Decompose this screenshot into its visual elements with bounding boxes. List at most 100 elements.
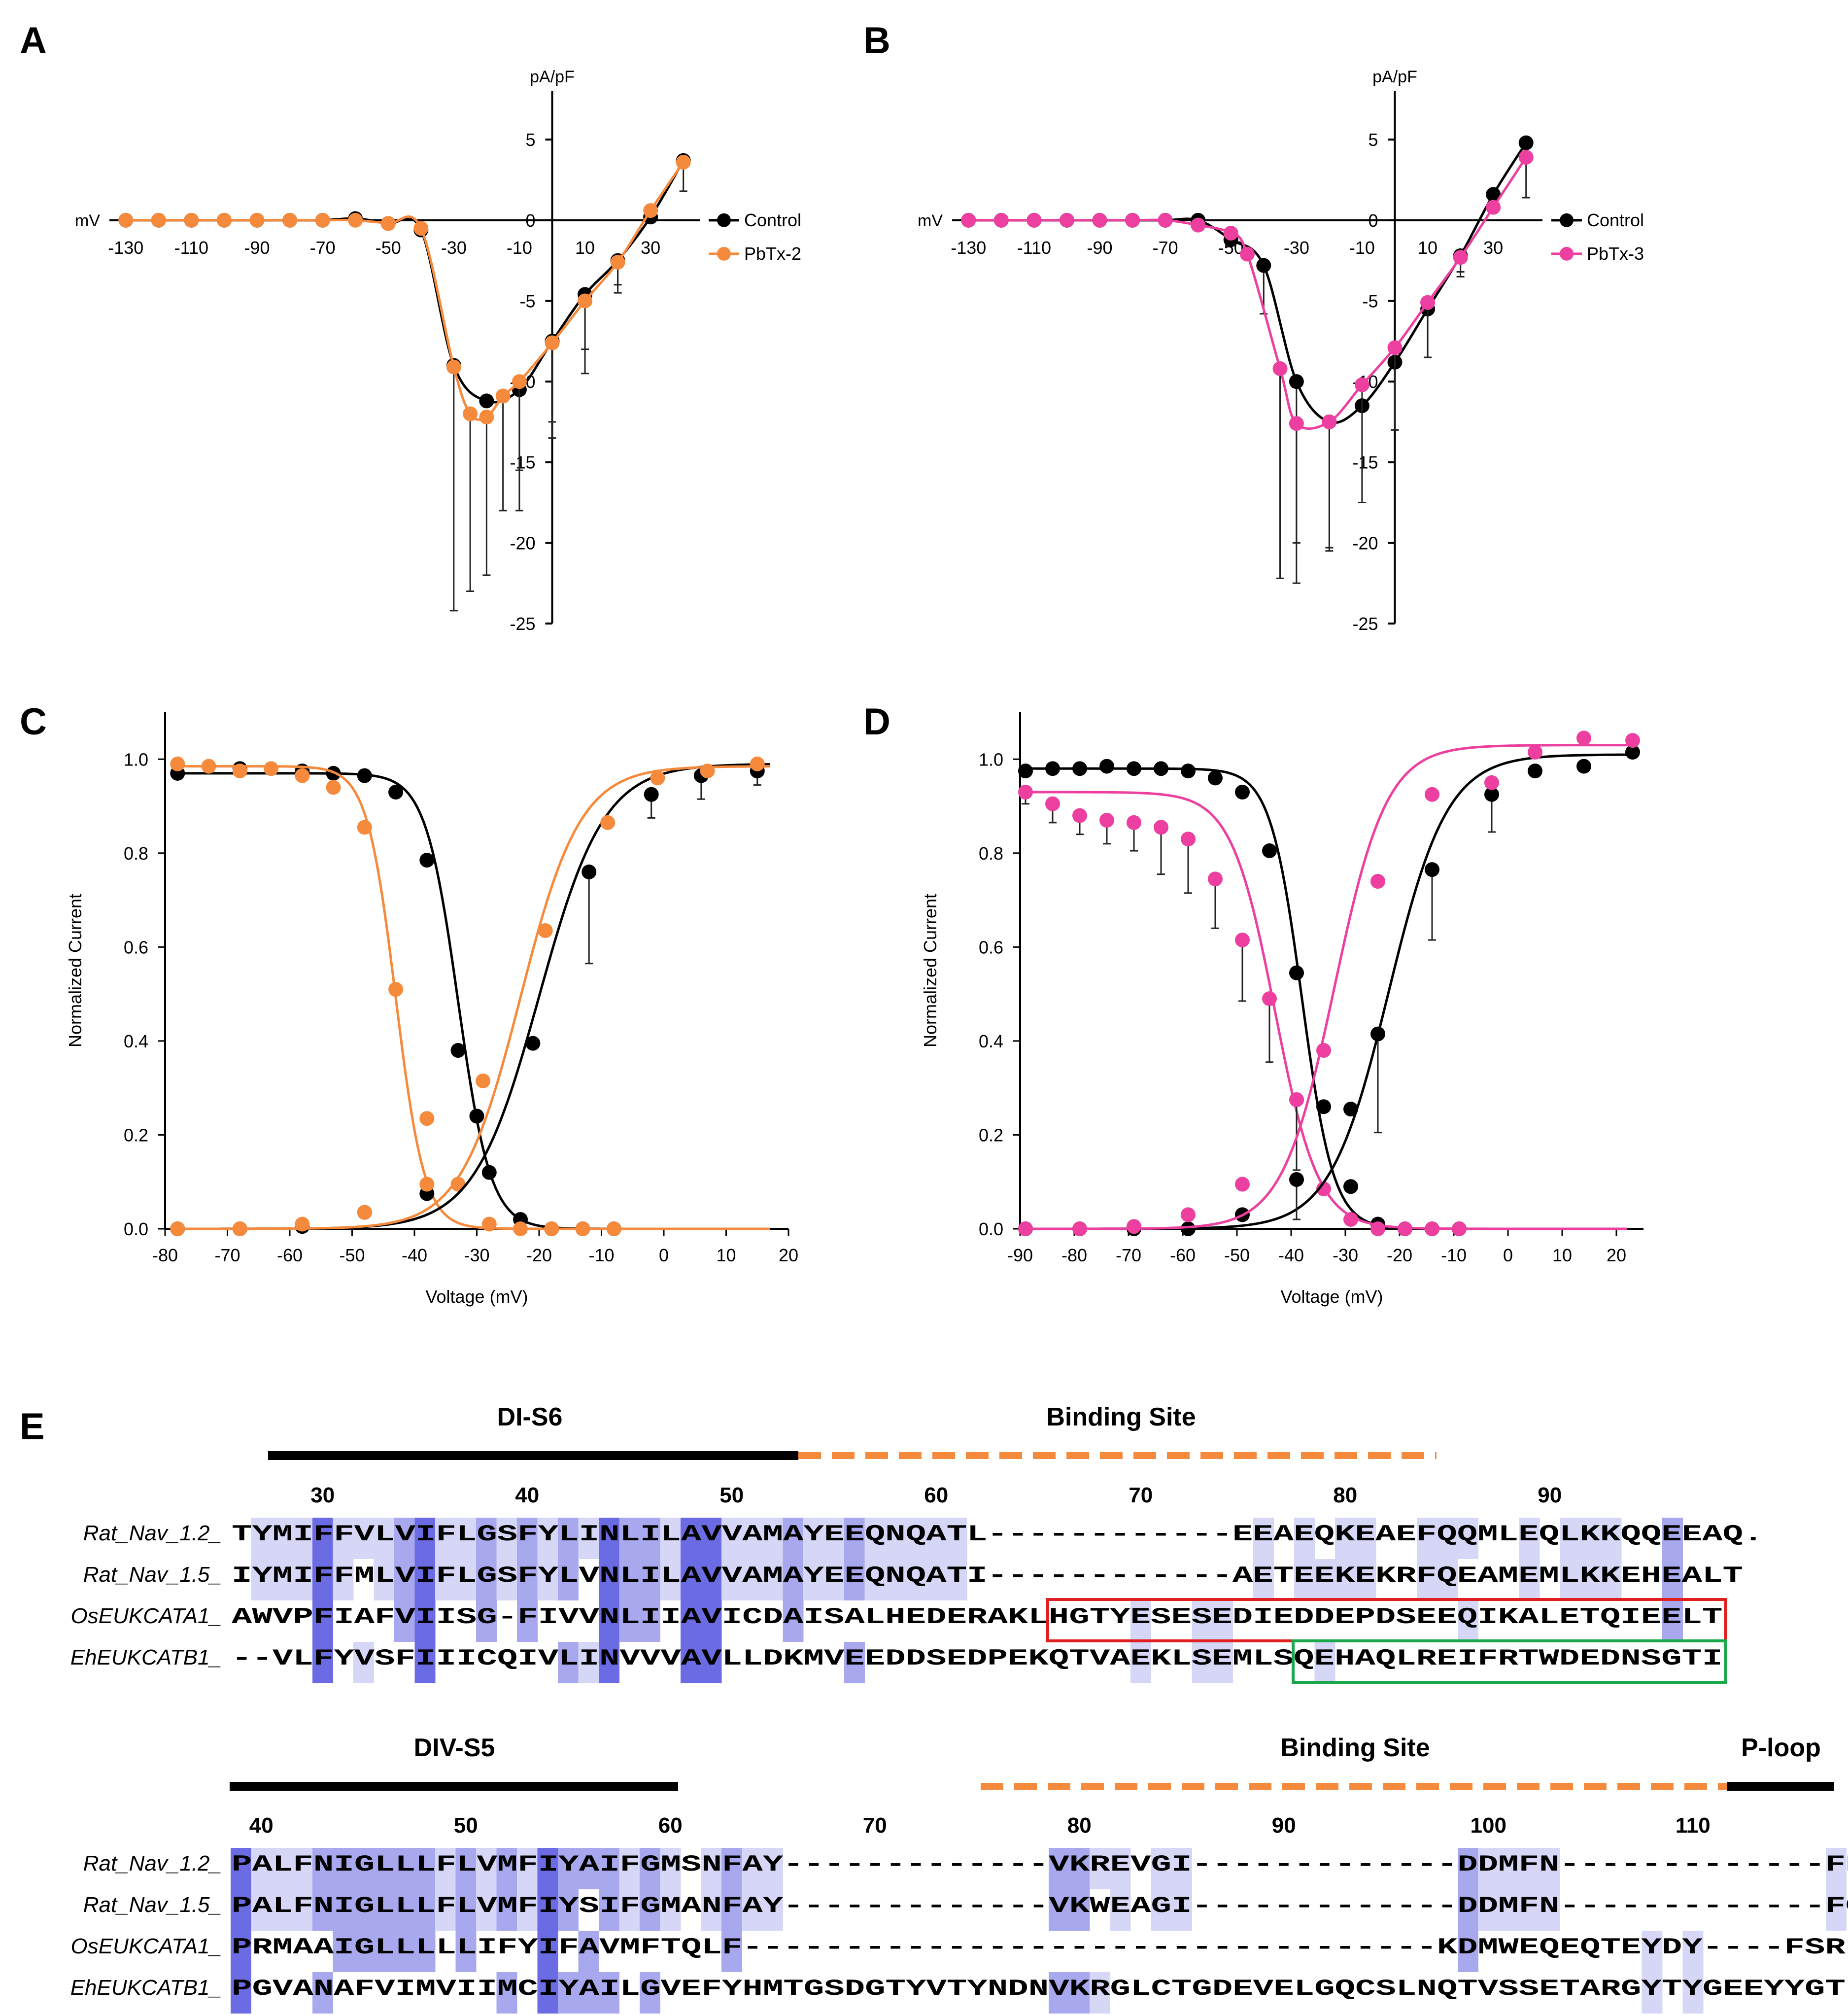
conservation-shade: [435, 1559, 456, 1600]
conservation-shade: [374, 1848, 395, 1889]
iv-chart-pbtx3: -130-110-90-70-50-30-10103050-5-10-15-20…: [918, 68, 1644, 634]
sequence-row: AWVPFIAFVIISG-FIVVNLIIAVICDAISALHEDERAKL…: [232, 1604, 1723, 1630]
conservation-shade: [414, 1518, 436, 1559]
conservation-shade: [496, 1518, 517, 1559]
conservation-shade: [742, 1518, 763, 1559]
conservation-shade: [721, 1518, 742, 1559]
iv-chart-pbtx2: -130-110-90-70-50-30-10103050-5-10-15-20…: [75, 68, 801, 634]
sequence-name: OsEUKCATA1_: [71, 1934, 222, 1958]
x-tick-label: -30: [1284, 238, 1309, 258]
conservation-shade: [1212, 1600, 1233, 1642]
data-point: [575, 1221, 590, 1236]
conservation-shade: [414, 1848, 436, 1889]
y-tick-label: 0.4: [124, 1031, 148, 1051]
data-point: [1125, 212, 1140, 228]
data-point: [644, 787, 659, 802]
conservation-shade: [1458, 1889, 1478, 1931]
conservation-shade: [1090, 1848, 1110, 1889]
conservation-shade: [455, 1848, 477, 1889]
conservation-shade: [374, 1518, 395, 1559]
conservation-shade: [1682, 1972, 1704, 2014]
conservation-shade: [578, 1848, 599, 1889]
position-number: 70: [863, 1813, 887, 1838]
conservation-shade: [1662, 1600, 1683, 1642]
fit-line: [1026, 744, 1627, 1230]
conservation-shade: [1662, 1518, 1683, 1559]
conservation-shade: [803, 1518, 824, 1559]
data-point: [1370, 873, 1385, 889]
x-tick-label: 30: [641, 238, 660, 258]
data-point: [1289, 374, 1304, 389]
x-axis-label: mV: [75, 211, 100, 230]
s5-label: DIV-S5: [414, 1734, 495, 1762]
x-tick-label: -110: [1017, 238, 1051, 258]
conservation-shade: [578, 1642, 599, 1683]
conservation-shade: [312, 1559, 333, 1600]
legend-label: PbTx-2: [744, 243, 801, 264]
fit-line: [171, 765, 770, 1230]
data-point: [249, 212, 265, 228]
conservation-shade: [558, 1642, 579, 1683]
data-point: [1322, 414, 1337, 429]
conservation-shade: [537, 1848, 558, 1889]
fit-line: [171, 763, 770, 1230]
conservation-shade: [414, 1600, 436, 1642]
conservation-shade: [701, 1518, 722, 1559]
x-tick-label: -60: [1170, 1245, 1196, 1265]
data-point: [1127, 1219, 1141, 1234]
y-tick-label: -15: [510, 452, 535, 473]
conservation-shade: [905, 1518, 926, 1559]
data-point: [1240, 246, 1255, 262]
data-point: [578, 293, 593, 309]
data-point: [419, 1177, 435, 1192]
legend-label: Control: [744, 210, 801, 230]
conservation-shade: [537, 1972, 558, 2014]
x-tick-label: -70: [310, 238, 336, 258]
x-tick-label: -70: [1116, 1245, 1141, 1265]
sequence-row: PGVANAFVIMVIIMCIYAILGVEFYHMTGSDGTYVTYNDN…: [232, 1976, 1848, 2002]
conservation-shade: [394, 1600, 415, 1642]
y-tick-label: 1.0: [124, 749, 148, 769]
data-point: [676, 155, 691, 170]
data-point: [606, 1221, 621, 1236]
data-point: [1181, 832, 1196, 847]
series-control: [961, 135, 1534, 552]
conservation-shade: [1540, 1889, 1560, 1931]
conservation-shade: [742, 1848, 763, 1889]
data-point: [538, 923, 553, 938]
data-point: [1072, 1221, 1087, 1236]
data-point: [315, 212, 330, 228]
conservation-shade: [1437, 1559, 1458, 1600]
conservation-shade: [292, 1889, 313, 1931]
x-tick-label: -90: [1087, 238, 1112, 258]
conservation-shade: [660, 1518, 681, 1559]
conservation-shade: [476, 1889, 497, 1931]
x-tick-label: -10: [588, 1245, 614, 1265]
data-point: [1528, 764, 1542, 779]
x-tick-label: -130: [108, 238, 143, 258]
y-tick-label: 0.2: [979, 1125, 1003, 1145]
x-tick-label: -10: [1349, 238, 1375, 258]
y-tick-label: 0.6: [124, 937, 148, 957]
data-point: [380, 216, 396, 231]
legend-label: Control: [1587, 210, 1644, 230]
conservation-shade: [1171, 1889, 1192, 1931]
conservation-shade: [517, 1848, 538, 1889]
conservation-shade: [394, 1518, 415, 1559]
conservation-shade: [1458, 1518, 1478, 1559]
data-point: [1045, 796, 1060, 811]
y-tick-label: -20: [1352, 533, 1378, 553]
data-point: [388, 784, 404, 799]
conservation-shade: [333, 1518, 354, 1559]
data-point: [201, 759, 216, 774]
conservation-shade: [353, 1931, 374, 1972]
panel-label-d: D: [863, 701, 890, 743]
conservation-shade: [1090, 1972, 1110, 2014]
data-point: [1343, 1212, 1358, 1227]
conservation-shade: [721, 1931, 742, 1972]
conservation-shade: [1212, 1642, 1233, 1683]
x-tick-label: 20: [1607, 1245, 1626, 1265]
conservation-shade: [414, 1931, 436, 1972]
conservation-shade: [1069, 1972, 1090, 2014]
conservation-shade: [1192, 1642, 1213, 1683]
